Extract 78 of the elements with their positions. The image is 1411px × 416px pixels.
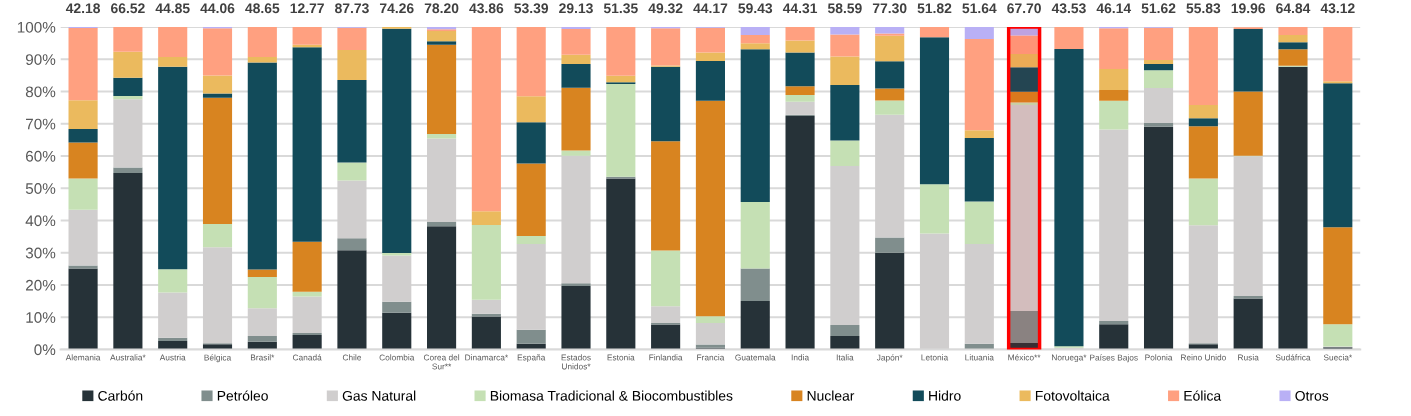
- x-tick-label: Noruega*: [1052, 354, 1087, 363]
- x-tick-label: México**: [1008, 354, 1041, 361]
- annotation: 44.17: [693, 3, 728, 14]
- annotation: 42.18: [65, 3, 101, 14]
- annotation: 43.53: [1051, 3, 1086, 14]
- annotation: 58.59: [827, 3, 862, 14]
- annotation: 46.14: [1096, 3, 1132, 14]
- annotation: 87.73: [335, 3, 369, 14]
- x-tick-label: Polonia: [1145, 354, 1173, 361]
- x-tick-label: Corea del Sur**: [423, 354, 460, 370]
- legend-label: Nuclear: [807, 390, 855, 401]
- annotation: 51.64: [962, 3, 997, 14]
- annotation: 55.83: [1186, 3, 1221, 14]
- annotation: 43.86: [469, 3, 504, 14]
- x-tick-label: Letonia: [921, 354, 949, 361]
- x-tick-label: Francia: [697, 354, 725, 361]
- x-tick-label: Suecia*: [1323, 354, 1353, 361]
- x-tick-label: Bélgica: [204, 354, 232, 363]
- x-tick-label: Países Bajos: [1090, 354, 1138, 363]
- legend-label: Biomasa Tradicional & Biocombustibles: [490, 390, 733, 401]
- x-tick-label: Dinamarca*: [465, 354, 509, 361]
- x-tick-label: España: [517, 354, 546, 363]
- y-tick-label: 0%: [34, 344, 56, 356]
- x-tick-label: Finlandia: [649, 354, 683, 361]
- annotation: 12.77: [290, 3, 324, 14]
- annotation: 43.12: [1320, 3, 1355, 14]
- x-tick-label: Italia: [836, 354, 854, 361]
- y-tick-label: 10%: [26, 312, 56, 323]
- legend-label: Eólica: [1184, 390, 1222, 401]
- x-tick-label: Lituania: [965, 354, 994, 361]
- annotation: 78.20: [424, 3, 459, 14]
- y-tick-label: 90%: [25, 54, 56, 65]
- x-tick-label: Estados Unidos*: [561, 354, 591, 370]
- annotation: 29.13: [559, 3, 593, 14]
- legend-label: Fotovoltaica: [1035, 390, 1110, 401]
- annotation: 48.65: [245, 3, 280, 14]
- legend-label: Petróleo: [217, 390, 268, 401]
- annotation: 53.39: [514, 3, 549, 14]
- x-tick-label: Colombia: [379, 354, 415, 361]
- y-tick-label: 70%: [26, 118, 56, 130]
- y-tick-label: 80%: [25, 86, 56, 98]
- annotation: 44.31: [782, 3, 818, 14]
- annotation: 67.70: [1007, 3, 1041, 14]
- annotation: 51.35: [603, 3, 638, 14]
- annotation: 77.30: [872, 3, 907, 14]
- x-tick-label: Rusia: [1238, 354, 1259, 361]
- legend-label: Carbón: [98, 390, 143, 401]
- x-tick-label: Brasil*: [250, 354, 275, 361]
- annotation: 51.62: [1141, 3, 1176, 14]
- y-tick-label: 20%: [26, 279, 56, 291]
- annotation: 44.85: [155, 3, 190, 14]
- x-tick-label: Reino Unido: [1181, 354, 1226, 361]
- y-tick-label: 30%: [25, 247, 56, 259]
- y-tick-label: 100%: [17, 21, 56, 33]
- x-tick-label: Austria: [159, 354, 186, 361]
- x-tick-label: Canadá: [292, 354, 322, 361]
- legend-label: Otros: [1295, 390, 1329, 401]
- annotation: 64.84: [1276, 3, 1311, 14]
- annotation: 44.06: [200, 3, 235, 14]
- x-tick-label: Australia*: [110, 354, 146, 361]
- x-tick-label: Chile: [342, 354, 362, 361]
- x-tick-label: Estonia: [607, 354, 635, 361]
- annotation: 19.96: [1231, 3, 1266, 14]
- x-tick-label: Alemania: [65, 354, 101, 361]
- annotation: 49.32: [648, 3, 683, 14]
- legend-label: Gas Natural: [342, 390, 416, 401]
- legend-label: Hidro: [929, 390, 961, 401]
- x-tick-label: India: [791, 354, 810, 361]
- x-tick-label: Sudáfrica: [1275, 354, 1311, 361]
- y-tick-label: 60%: [26, 150, 56, 162]
- annotation: 59.43: [738, 3, 773, 14]
- annotation: 51.82: [917, 3, 952, 14]
- x-tick-label: Guatemala: [735, 354, 776, 361]
- y-tick-label: 50%: [25, 183, 56, 194]
- annotation: 74.26: [379, 3, 414, 14]
- annotation: 66.52: [111, 3, 145, 14]
- y-tick-label: 40%: [25, 215, 56, 227]
- x-tick-label: Japón*: [876, 354, 903, 363]
